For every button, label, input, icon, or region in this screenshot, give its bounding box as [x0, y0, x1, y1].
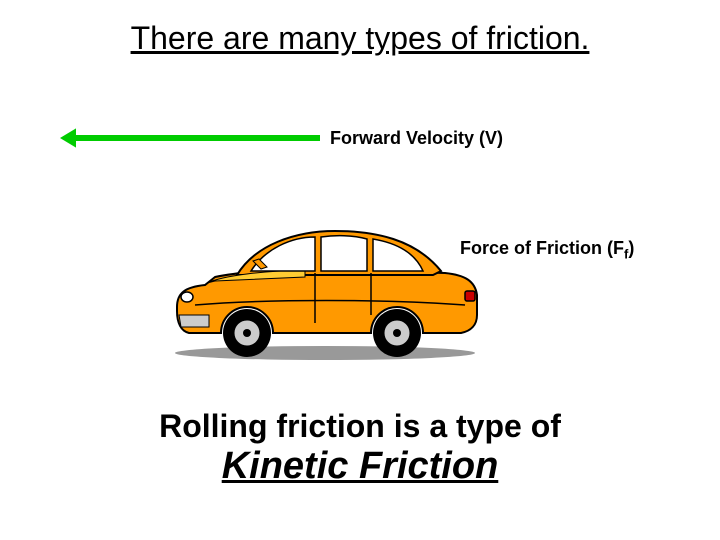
friction-label-suffix: ) [628, 238, 634, 258]
friction-label: Force of Friction (Ff) [460, 238, 634, 262]
velocity-arrow [60, 128, 320, 147]
car-illustration [165, 215, 485, 365]
bottom-text: Rolling friction is a type of Kinetic Fr… [0, 408, 720, 488]
page-title: There are many types of friction. [0, 20, 720, 57]
bottom-line1: Rolling friction is a type of [0, 408, 720, 445]
velocity-label: Forward Velocity (V) [330, 128, 503, 149]
bottom-line2: Kinetic Friction [0, 445, 720, 488]
